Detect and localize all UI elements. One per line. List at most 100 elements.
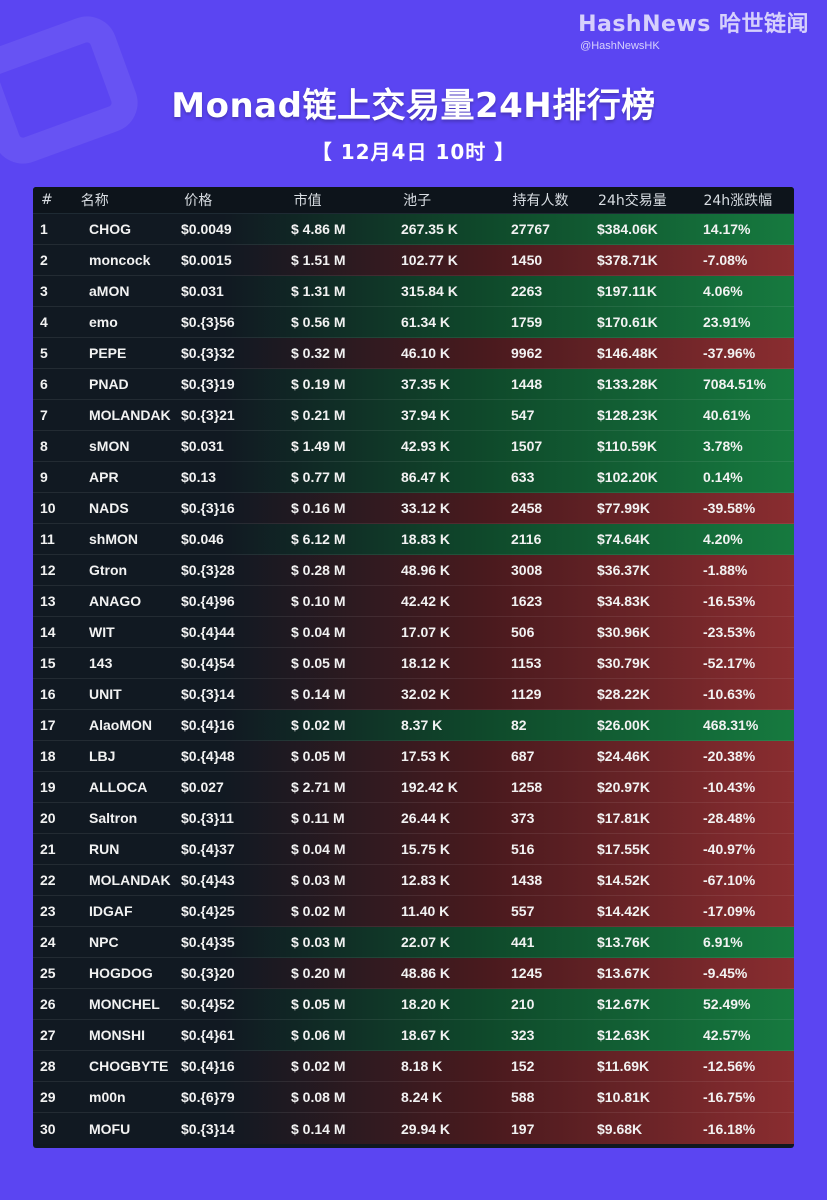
table-row: 25 HOGDOG $0.{3}20 $ 0.20 M 48.86 K 1245 $13.6… xyxy=(33,958,794,989)
cell-holders: 323 xyxy=(511,1027,535,1043)
cell-rank: 30 xyxy=(40,1120,56,1137)
cell-price: $0.{3}56 xyxy=(181,314,235,330)
cell-change: -20.38% xyxy=(703,748,756,764)
page-subtitle: 【 12月4日 10时 】 xyxy=(311,140,516,164)
cell-rank: 13 xyxy=(40,593,56,609)
cell-price: $0.{6}79 xyxy=(181,1089,235,1105)
cell-name: MOLANDAK xyxy=(89,872,171,888)
cell-volume: $24.46K xyxy=(597,748,650,764)
cell-volume: $20.97K xyxy=(597,779,650,795)
cell-volume: $11.69K xyxy=(597,1058,650,1074)
cell-holders: 2458 xyxy=(511,500,543,516)
cell-name: ANAGO xyxy=(89,593,142,609)
header-holders: 持有人数 xyxy=(512,193,569,209)
cell-name: shMON xyxy=(89,531,138,547)
cell-market-cap: $ 1.51 M xyxy=(291,252,346,268)
cell-volume: $133.28K xyxy=(597,376,658,392)
cell-volume: $13.67K xyxy=(597,965,650,981)
cell-market-cap: $ 0.05 M xyxy=(291,655,346,671)
cell-name: APR xyxy=(89,469,119,485)
cell-change: 4.06% xyxy=(703,283,743,299)
cell-price: $0.{4}52 xyxy=(181,996,235,1012)
cell-market-cap: $ 0.08 M xyxy=(291,1089,346,1105)
header-name: 名称 xyxy=(80,193,109,209)
cell-price: $0.{4}35 xyxy=(181,934,235,950)
cell-name: UNIT xyxy=(89,686,122,702)
cell-holders: 441 xyxy=(511,934,535,950)
cell-market-cap: $ 0.02 M xyxy=(291,903,346,919)
cell-price: $0.046 xyxy=(181,531,224,547)
cell-holders: 1623 xyxy=(511,593,543,609)
cell-rank: 8 xyxy=(40,438,48,454)
cell-market-cap: $ 0.14 M xyxy=(291,686,346,702)
header-volume: 24h交易量 xyxy=(598,193,667,209)
cell-price: $0.{3}28 xyxy=(181,562,235,578)
cell-market-cap: $ 0.10 M xyxy=(291,593,346,609)
cell-change: -23.53% xyxy=(703,624,756,640)
cell-price: $0.{4}37 xyxy=(181,841,235,857)
cell-pool: 29.94 K xyxy=(401,1120,451,1137)
cell-rank: 9 xyxy=(40,469,48,485)
cell-price: $0.{3}20 xyxy=(181,965,235,981)
cell-change: 42.57% xyxy=(703,1027,751,1043)
cell-holders: 9962 xyxy=(511,345,543,361)
cell-holders: 557 xyxy=(511,903,535,919)
cell-rank: 29 xyxy=(40,1089,56,1105)
cell-holders: 547 xyxy=(511,407,535,423)
cell-change: -16.53% xyxy=(703,593,756,609)
cell-change: -39.58% xyxy=(703,500,756,516)
cell-name: emo xyxy=(89,314,118,330)
cell-name: AlaoMON xyxy=(89,717,152,733)
cell-price: $0.031 xyxy=(181,283,224,299)
cell-pool: 22.07 K xyxy=(401,934,451,950)
cell-rank: 3 xyxy=(40,283,48,299)
cell-rank: 6 xyxy=(40,376,48,392)
cell-holders: 152 xyxy=(511,1058,535,1074)
cell-rank: 24 xyxy=(40,934,56,950)
cell-pool: 61.34 K xyxy=(401,314,451,330)
cell-volume: $17.81K xyxy=(597,810,650,826)
cell-rank: 12 xyxy=(40,562,56,578)
cell-change: 7084.51% xyxy=(703,376,767,392)
cell-rank: 11 xyxy=(40,531,55,547)
brand-block: HashNews 哈世链闻 @HashNewsHK xyxy=(578,6,809,52)
cell-price: $0.{3}11 xyxy=(181,810,234,826)
cell-price: $0.{3}16 xyxy=(181,500,235,516)
table-row: 28 CHOGBYTE $0.{4}16 $ 0.02 M 8.18 K 152 $11.6… xyxy=(33,1051,794,1082)
cell-rank: 5 xyxy=(40,345,48,361)
cell-rank: 21 xyxy=(40,841,56,857)
table-row: 15 143 $0.{4}54 $ 0.05 M 18.12 K 1153 $30.79K -… xyxy=(33,648,794,679)
cell-name: PEPE xyxy=(89,345,127,361)
cell-pool: 192.42 K xyxy=(401,779,458,795)
cell-change: -17.09% xyxy=(703,903,756,919)
cell-pool: 8.18 K xyxy=(401,1058,443,1074)
cell-rank: 15 xyxy=(40,655,56,671)
cell-pool: 37.35 K xyxy=(401,376,451,392)
cell-change: -52.17% xyxy=(703,655,756,671)
cell-pool: 33.12 K xyxy=(401,500,451,516)
cell-pool: 26.44 K xyxy=(401,810,451,826)
cell-price: $0.{4}43 xyxy=(181,872,235,888)
cell-market-cap: $ 0.21 M xyxy=(291,407,346,423)
cell-name: CHOGBYTE xyxy=(89,1058,169,1074)
table-row: 26 MONCHEL $0.{4}52 $ 0.05 M 18.20 K 210 $12.6… xyxy=(33,989,794,1020)
cell-rank: 23 xyxy=(40,903,56,919)
table-row: 19 ALLOCA $0.027 $ 2.71 M 192.42 K 1258 $20.97… xyxy=(33,772,794,803)
cell-price: $0.13 xyxy=(181,469,217,485)
cell-pool: 267.35 K xyxy=(401,221,458,237)
cell-price: $0.0015 xyxy=(181,252,232,268)
cell-change: 14.17% xyxy=(703,221,751,237)
cell-market-cap: $ 0.16 M xyxy=(291,500,346,516)
cell-pool: 102.77 K xyxy=(401,252,458,268)
cell-volume: $36.37K xyxy=(597,562,650,578)
cell-change: 468.31% xyxy=(703,717,759,733)
cell-name: NPC xyxy=(89,934,119,950)
cell-pool: 11.40 K xyxy=(401,903,450,919)
cell-holders: 633 xyxy=(511,469,535,485)
cell-holders: 1448 xyxy=(511,376,543,392)
cell-change: -37.96% xyxy=(703,345,756,361)
page-title: Monad链上交易量24H排行榜 xyxy=(171,86,656,126)
cell-rank: 18 xyxy=(40,748,56,764)
cell-market-cap: $ 0.77 M xyxy=(291,469,346,485)
cell-price: $0.{4}48 xyxy=(181,748,235,764)
